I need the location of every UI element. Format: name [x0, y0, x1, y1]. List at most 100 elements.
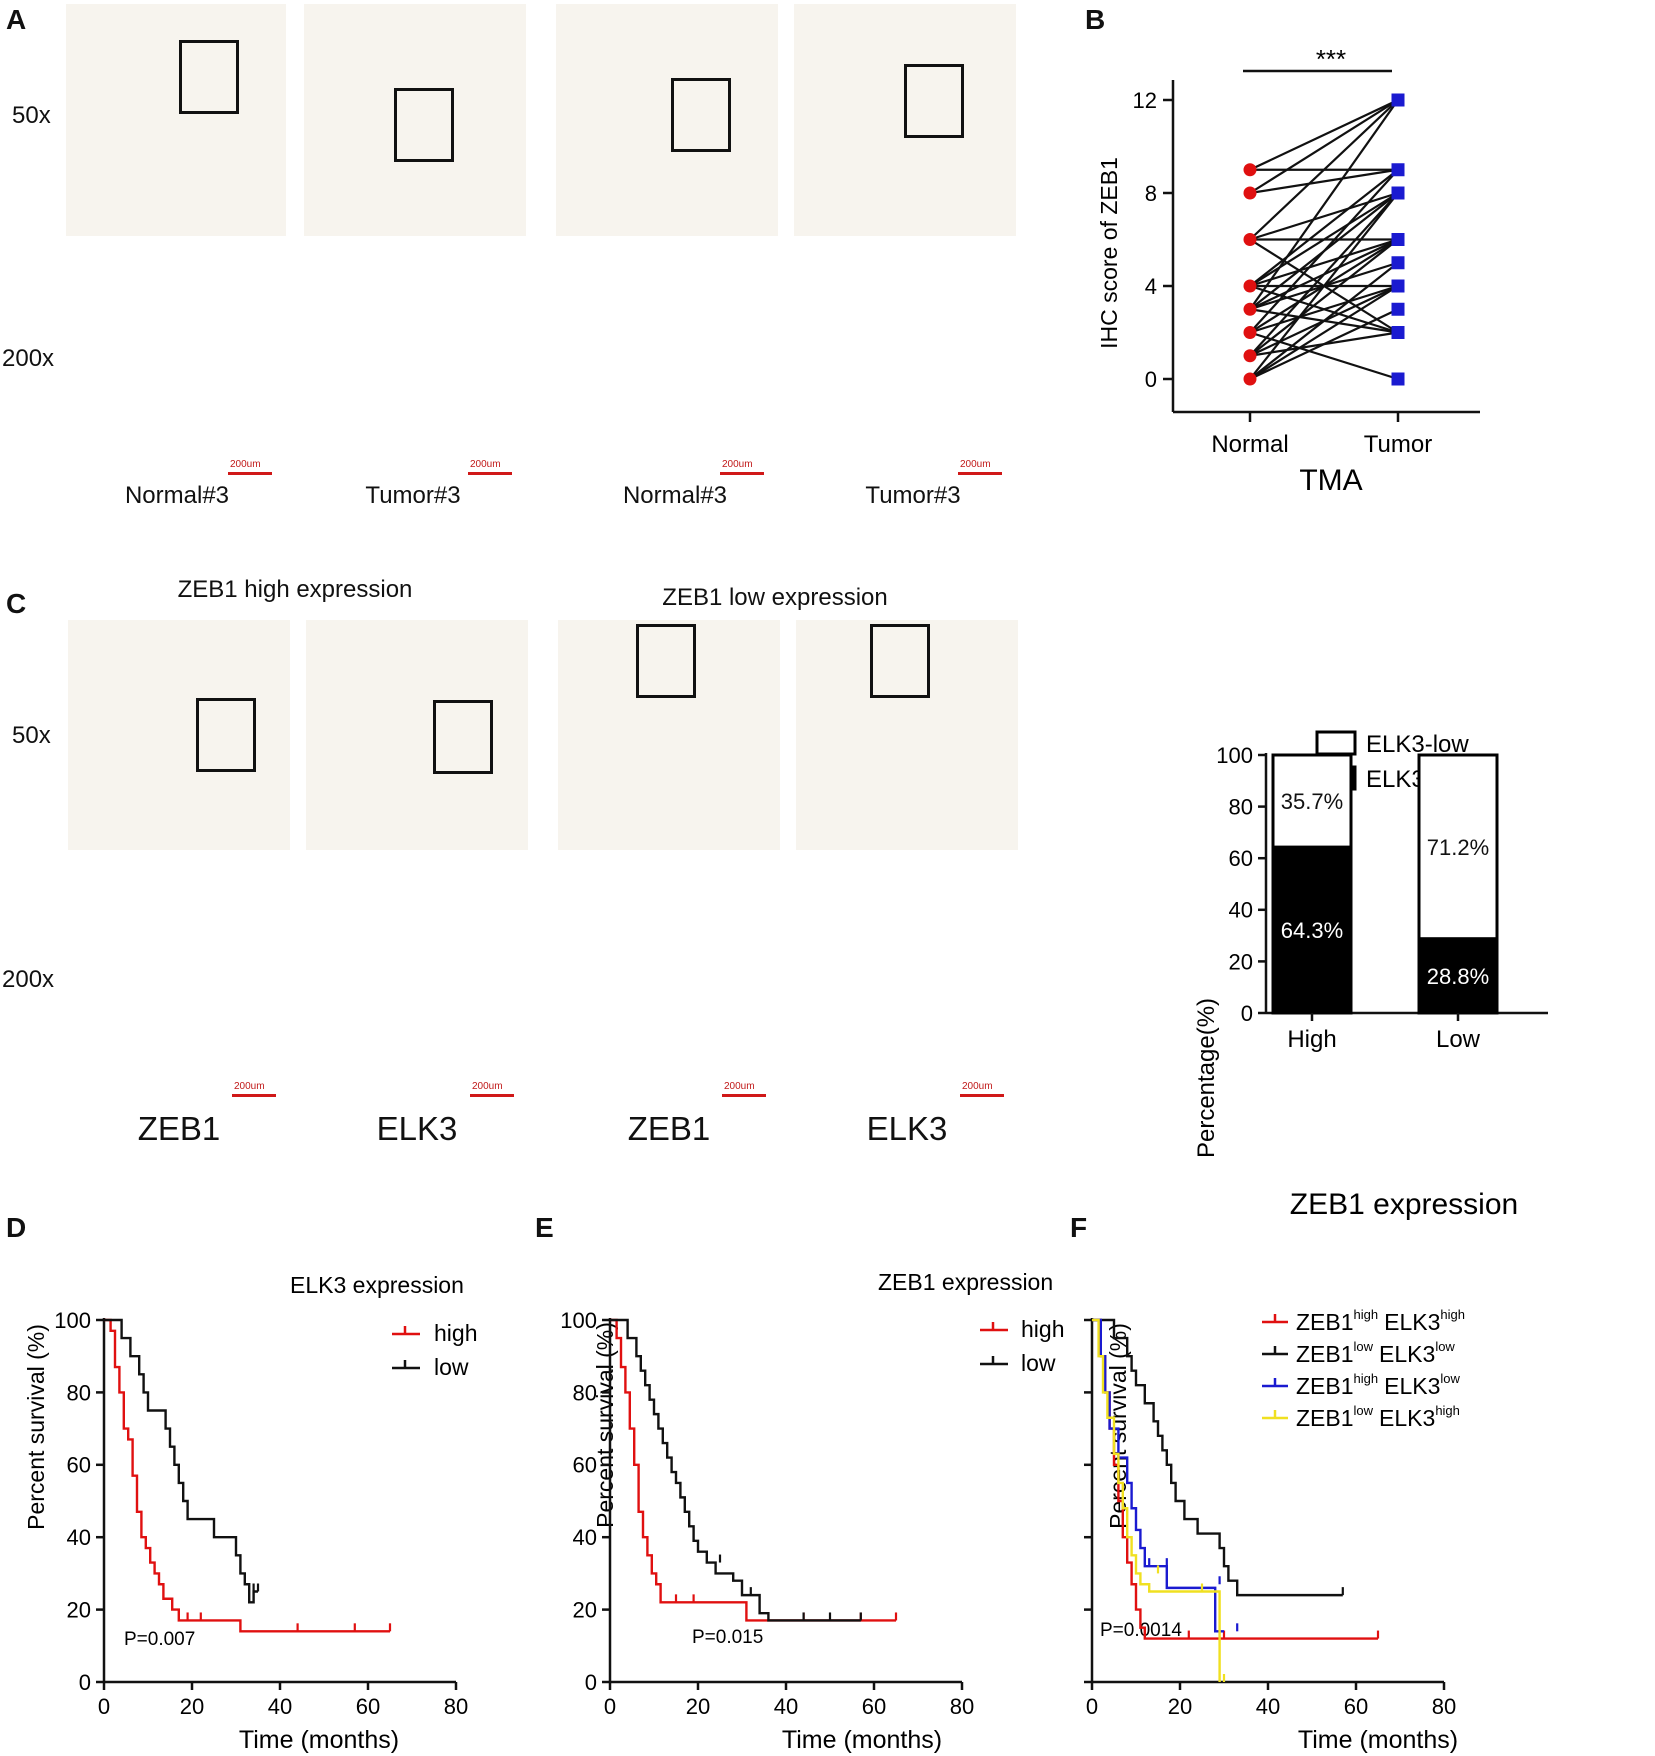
- tissue-core-50x-1: [66, 4, 286, 236]
- tissue-field-200x-2: [306, 862, 528, 1100]
- scale-bar-label: 200um: [724, 1081, 755, 1092]
- bar-elk3-high: [1271, 845, 1353, 1015]
- caption-tumor-3: Tumor#3: [365, 482, 461, 509]
- scale-bar-label: 200um: [230, 459, 261, 470]
- zoom-region-box: [636, 624, 696, 698]
- bar-label-elk3-high: 64.3%: [1281, 918, 1343, 943]
- pair-line: [1249, 168, 1399, 287]
- zoom-region-box: [904, 64, 964, 138]
- chart-d-pvalue: P=0.007: [124, 1629, 195, 1650]
- tissue-core-50x-3: [558, 620, 780, 850]
- chart-d-legend-title: ELK3 expression: [290, 1272, 464, 1298]
- survival-curve: [1092, 1318, 1378, 1640]
- zoom-region-box: [196, 698, 256, 772]
- x-tick-label: 40: [1256, 1694, 1280, 1719]
- y-tick-label: 60: [573, 1453, 597, 1478]
- normal-point: [1243, 163, 1257, 177]
- tissue-field-200x-4: [796, 862, 1018, 1100]
- chart-d-km-elk3: Percent survival (%) Time (months) P=0.0…: [23, 1272, 477, 1754]
- y-tick-label: 80: [1229, 795, 1253, 820]
- tissue-core-50x-2: [304, 4, 526, 236]
- chart-e-xlabel: Time (months): [782, 1726, 942, 1754]
- tumor-point: [1391, 279, 1405, 293]
- normal-point: [1243, 349, 1257, 363]
- chart-d-xlabel: Time (months): [239, 1726, 399, 1754]
- x-tick-label: 20: [1168, 1694, 1192, 1719]
- x-tick-label: 80: [444, 1694, 468, 1719]
- normal-point: [1243, 233, 1257, 246]
- chart-c-stacked-bar: Percentage(%) ZEB1 expression ELK3-low E…: [1193, 730, 1548, 1221]
- caption-zeb1: ZEB1: [137, 1110, 221, 1147]
- chart-e-legend-low: low: [1021, 1350, 1056, 1376]
- zoom-region-box: [433, 700, 493, 774]
- chart-d-ylabel: Percent survival (%): [23, 1324, 49, 1530]
- caption-zeb1-b: ZEB1: [627, 1110, 711, 1147]
- y-tick-label: 20: [1229, 949, 1253, 974]
- magnification-label-50x-c: 50x: [12, 722, 51, 749]
- y-tick-label: 12: [1133, 88, 1157, 113]
- scale-bar: [228, 472, 272, 475]
- bar-label-elk3-low: 71.2%: [1427, 835, 1489, 860]
- x-tick-label: 0: [604, 1694, 616, 1719]
- tissue-core-50x-4: [796, 620, 1018, 850]
- tumor-point: [1391, 233, 1405, 246]
- scale-bar: [722, 1094, 766, 1097]
- tissue-core-50x-2: [306, 620, 528, 850]
- normal-point: [1243, 279, 1257, 293]
- x-tick-label: 20: [686, 1694, 710, 1719]
- scale-bar-label: 200um: [470, 459, 501, 470]
- survival-curve: [1092, 1318, 1221, 1682]
- pair-line: [1249, 192, 1399, 287]
- y-tick-label: 20: [67, 1598, 91, 1623]
- survival-curve: [610, 1318, 861, 1622]
- pair-line: [1249, 261, 1399, 380]
- scale-bar: [468, 472, 512, 475]
- y-tick-label: 4: [1145, 274, 1157, 299]
- caption-normal-3-b: Normal#3: [622, 482, 728, 509]
- scale-bar: [960, 1094, 1004, 1097]
- panel-letter-b: B: [1085, 4, 1106, 35]
- chart-e-km-zeb1: Percent survival (%) Time (months) P=0.0…: [560, 1269, 1064, 1754]
- magnification-label-50x: 50x: [12, 102, 51, 129]
- panel-letter-f: F: [1070, 1212, 1088, 1243]
- survival-curve: [104, 1318, 390, 1633]
- tissue-core-50x-1: [68, 620, 290, 850]
- y-tick-label: 40: [67, 1525, 91, 1550]
- normal-point: [1243, 326, 1257, 339]
- x-tick-label: 60: [356, 1694, 380, 1719]
- pair-line: [1249, 99, 1399, 194]
- zoom-region-box: [671, 78, 731, 152]
- caption-normal-3: Normal#3: [124, 482, 230, 509]
- chart-e-legend-high: high: [1021, 1316, 1064, 1342]
- scale-bar: [470, 1094, 514, 1097]
- tumor-point: [1391, 302, 1405, 316]
- pair-line: [1249, 168, 1399, 195]
- y-tick-label: 0: [1145, 367, 1157, 392]
- tumor-point: [1391, 186, 1405, 200]
- normal-point: [1243, 302, 1257, 316]
- pair-line: [1249, 192, 1399, 357]
- tissue-core-disc: [75, 9, 277, 232]
- pair-line: [1249, 192, 1399, 380]
- panel-letter-a: A: [6, 4, 27, 35]
- survival-curve: [610, 1318, 896, 1622]
- caption-tumor-3-b: Tumor#3: [865, 482, 961, 509]
- scale-bar-label: 200um: [234, 1081, 265, 1092]
- tumor-point: [1391, 326, 1405, 339]
- chart-b-paired-ihc-score: IHC score of ZEB1 TMA *** 0 4 8 12 Normal Tum…: [1096, 44, 1480, 497]
- legend-entry: ZEB1high ELK3high: [1296, 1307, 1465, 1335]
- title-zeb1-low-expression: ZEB1 low expression: [662, 584, 888, 611]
- panel-letter-c: C: [6, 588, 27, 619]
- chart-e-ylabel: Percent survival (%): [592, 1322, 618, 1528]
- tissue-core-disc: [565, 9, 769, 232]
- pair-line: [1249, 238, 1399, 288]
- pair-line: [1249, 308, 1399, 380]
- survival-curve: [1092, 1318, 1343, 1597]
- pair-line: [1249, 99, 1399, 310]
- tissue-field-200x-1: [68, 862, 290, 1100]
- x-tick-label: 60: [1344, 1694, 1368, 1719]
- y-tick-label: 40: [1229, 898, 1253, 923]
- scale-bar: [232, 1094, 276, 1097]
- bar-elk3-low: [1417, 753, 1499, 941]
- chart-f-xlabel: Time (months): [1298, 1726, 1458, 1754]
